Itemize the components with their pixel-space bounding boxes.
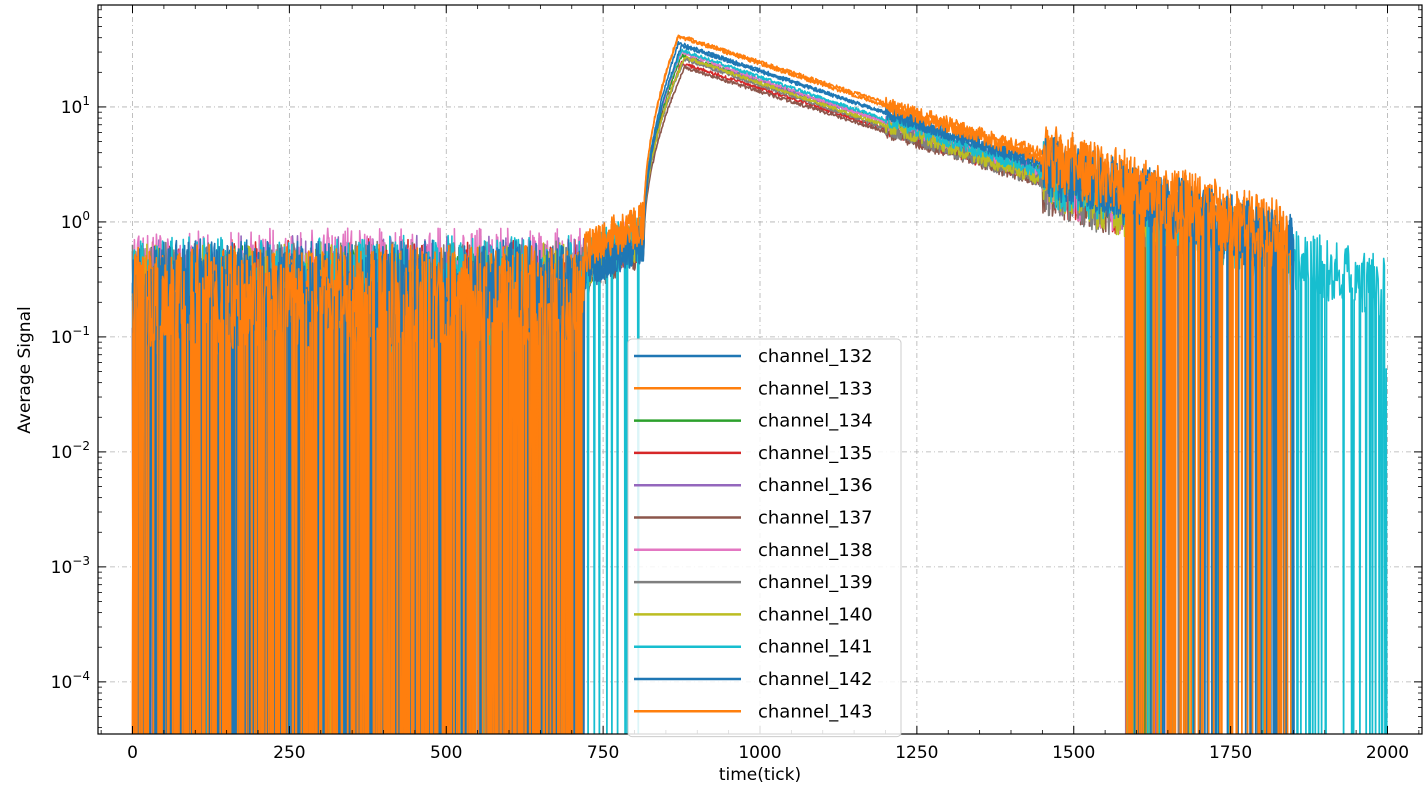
legend-label: channel_143 [758, 701, 873, 722]
x-tick-label: 1000 [738, 743, 781, 763]
legend-label: channel_138 [758, 540, 873, 561]
legend-box [627, 338, 902, 738]
axis-ticks [98, 5, 1422, 734]
series-line-channel_143 [131, 35, 1289, 734]
y-tick-label: 10−1 [51, 324, 90, 348]
legend-label: channel_140 [758, 604, 873, 625]
x-tick-label: 0 [127, 743, 138, 763]
legend-label: channel_135 [758, 443, 873, 464]
y-tick-label: 10−4 [51, 669, 90, 693]
legend-label: channel_137 [758, 508, 873, 529]
x-tick-label: 250 [273, 743, 305, 763]
x-tick-labels: 0 250 500 750 1000 1250 1500 1750 2000 [127, 743, 1409, 763]
y-tick-label: 100 [61, 209, 90, 233]
legend-label: channel_132 [758, 346, 873, 367]
legend-label: channel_139 [758, 572, 873, 593]
legend-label: channel_141 [758, 637, 873, 658]
legend-label: channel_136 [758, 475, 873, 496]
y-tick-label: 10−2 [51, 439, 90, 463]
x-tick-label: 750 [587, 743, 619, 763]
series-layer [131, 34, 1388, 734]
series-line-channel_141 [131, 48, 1388, 734]
x-tick-label: 500 [430, 743, 462, 763]
y-axis-label: Average Signal [15, 306, 35, 433]
y-tick-label: 10−3 [51, 554, 90, 578]
legend-label: channel_134 [758, 411, 873, 432]
legend: channel_132 channel_133 channel_134channel… [627, 338, 902, 738]
legend-label: channel_142 [758, 669, 873, 690]
x-axis-label: time(tick) [719, 765, 801, 785]
legend-label: channel_133 [758, 378, 873, 399]
x-tick-label: 2000 [1366, 743, 1409, 763]
x-tick-label: 1500 [1052, 743, 1095, 763]
y-tick-labels: 10−4 10−3 10−2 10−1 100 101 [51, 94, 90, 693]
x-tick-label: 1750 [1209, 743, 1252, 763]
x-tick-label: 1250 [895, 743, 938, 763]
y-tick-label: 101 [61, 94, 90, 118]
